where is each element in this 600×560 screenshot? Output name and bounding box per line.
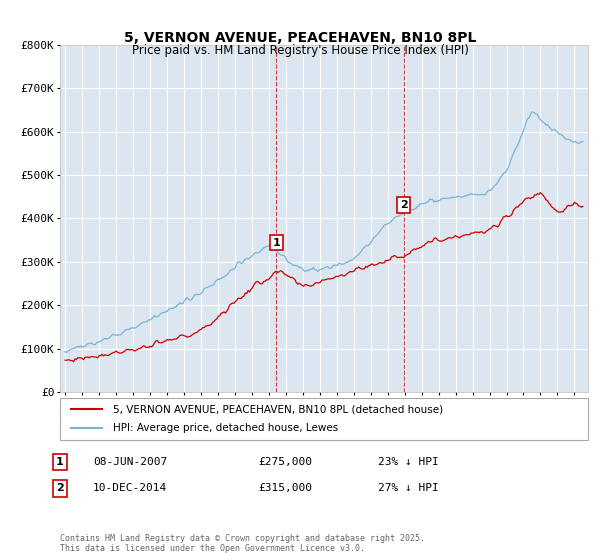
FancyBboxPatch shape	[60, 398, 588, 440]
Text: Price paid vs. HM Land Registry's House Price Index (HPI): Price paid vs. HM Land Registry's House …	[131, 44, 469, 57]
Text: 27% ↓ HPI: 27% ↓ HPI	[378, 483, 439, 493]
Text: 23% ↓ HPI: 23% ↓ HPI	[378, 457, 439, 467]
Text: 1: 1	[272, 237, 280, 248]
Text: 08-JUN-2007: 08-JUN-2007	[93, 457, 167, 467]
Text: £275,000: £275,000	[258, 457, 312, 467]
Text: £315,000: £315,000	[258, 483, 312, 493]
Text: 5, VERNON AVENUE, PEACEHAVEN, BN10 8PL: 5, VERNON AVENUE, PEACEHAVEN, BN10 8PL	[124, 31, 476, 45]
Text: 1: 1	[56, 457, 64, 467]
Text: Contains HM Land Registry data © Crown copyright and database right 2025.
This d: Contains HM Land Registry data © Crown c…	[60, 534, 425, 553]
Text: 10-DEC-2014: 10-DEC-2014	[93, 483, 167, 493]
Text: 2: 2	[400, 200, 407, 210]
Text: 5, VERNON AVENUE, PEACEHAVEN, BN10 8PL (detached house): 5, VERNON AVENUE, PEACEHAVEN, BN10 8PL (…	[113, 404, 443, 414]
Text: HPI: Average price, detached house, Lewes: HPI: Average price, detached house, Lewe…	[113, 423, 338, 433]
Text: 2: 2	[56, 483, 64, 493]
